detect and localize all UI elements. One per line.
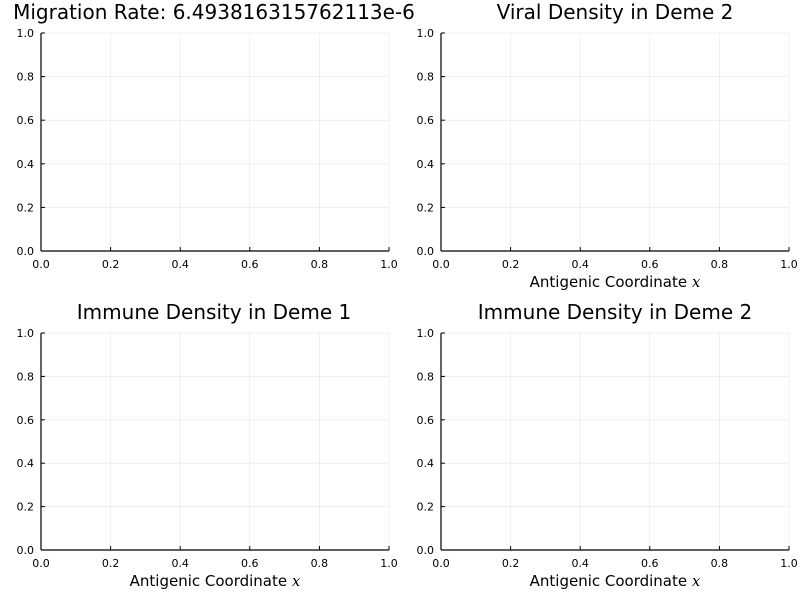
subplot-title: Viral Density in Deme 2	[497, 0, 734, 24]
y-tick-label: 0.0	[417, 245, 435, 258]
x-axis-label: Antigenic Coordinate x	[530, 572, 701, 590]
y-tick-label: 0.2	[17, 201, 35, 214]
x-tick-label: 0.8	[711, 258, 729, 271]
y-tick-label: 1.0	[17, 327, 35, 340]
x-tick-label: 1.0	[780, 258, 798, 271]
x-tick-label: 0.0	[432, 258, 450, 271]
x-tick-label: 0.2	[502, 258, 520, 271]
x-axis-label: Antigenic Coordinate x	[530, 273, 701, 291]
x-tick-label: 0.6	[241, 258, 259, 271]
y-tick-label: 0.2	[417, 201, 435, 214]
y-tick-label: 0.8	[417, 71, 435, 84]
subplot-title: Migration Rate: 6.493816315762113e-6	[13, 0, 415, 24]
x-axis-label-variable: x	[692, 273, 701, 291]
y-tick-label: 0.2	[17, 501, 35, 514]
x-tick-label: 0.8	[711, 557, 729, 570]
x-axis-label-variable: x	[292, 572, 301, 590]
x-tick-label: 0.4	[571, 557, 589, 570]
x-tick-label: 1.0	[380, 557, 398, 570]
subplot-2: 0.0 0.2 0.4 0.6 0.8 1.0 0.0 0.2 0.4 0.6 0.8 1.0 Vira…	[417, 0, 798, 291]
y-tick-label: 0.6	[417, 414, 435, 427]
subplot-4: 0.0 0.2 0.4 0.6 0.8 1.0 0.0 0.2 0.4 0.6 0.8 1.0 Immu…	[417, 300, 798, 590]
x-tick-label: 0.8	[311, 258, 329, 271]
x-tick-label: 0.6	[641, 258, 659, 271]
y-tick-label: 0.0	[417, 544, 435, 557]
y-tick-label: 0.4	[417, 457, 435, 470]
x-tick-label: 1.0	[780, 557, 798, 570]
x-tick-label: 0.4	[171, 557, 189, 570]
y-tick-label: 0.4	[17, 457, 35, 470]
y-tick-label: 0.6	[17, 414, 35, 427]
x-axis-label-variable: x	[692, 572, 701, 590]
x-axis-label-text: Antigenic Coordinate	[130, 572, 292, 590]
x-tick-label: 0.0	[32, 557, 50, 570]
subplot-title: Immune Density in Deme 1	[77, 300, 351, 324]
y-tick-label: 0.8	[17, 370, 35, 383]
x-tick-label: 1.0	[380, 258, 398, 271]
x-axis-label-text: Antigenic Coordinate	[530, 572, 692, 590]
y-tick-label: 0.4	[17, 158, 35, 171]
x-tick-label: 0.8	[311, 557, 329, 570]
y-tick-label: 1.0	[417, 27, 435, 40]
x-tick-label: 0.2	[102, 258, 120, 271]
y-tick-label: 1.0	[17, 27, 35, 40]
y-tick-label: 0.8	[17, 71, 35, 84]
x-tick-label: 0.6	[641, 557, 659, 570]
subplot-1: 0.0 0.2 0.4 0.6 0.8 1.0 0.0 0.2 0.4 0.6 0.8 1.0 Migr…	[13, 0, 415, 271]
x-axis-label: Antigenic Coordinate x	[130, 572, 301, 590]
subplot-3: 0.0 0.2 0.4 0.6 0.8 1.0 0.0 0.2 0.4 0.6 0.8 1.0 Immu…	[17, 300, 398, 590]
y-tick-label: 0.0	[17, 245, 35, 258]
y-tick-label: 0.0	[17, 544, 35, 557]
y-tick-label: 1.0	[417, 327, 435, 340]
x-tick-label: 0.0	[32, 258, 50, 271]
y-tick-label: 0.8	[417, 370, 435, 383]
subplot-title: Immune Density in Deme 2	[478, 300, 752, 324]
x-tick-label: 0.4	[571, 258, 589, 271]
y-tick-label: 0.6	[417, 114, 435, 127]
x-tick-label: 0.4	[171, 258, 189, 271]
x-tick-label: 0.0	[432, 557, 450, 570]
y-tick-label: 0.6	[17, 114, 35, 127]
y-tick-label: 0.2	[417, 501, 435, 514]
x-tick-label: 0.2	[102, 557, 120, 570]
x-tick-label: 0.6	[241, 557, 259, 570]
y-tick-label: 0.4	[417, 158, 435, 171]
x-axis-label-text: Antigenic Coordinate	[530, 273, 692, 291]
x-tick-label: 0.2	[502, 557, 520, 570]
